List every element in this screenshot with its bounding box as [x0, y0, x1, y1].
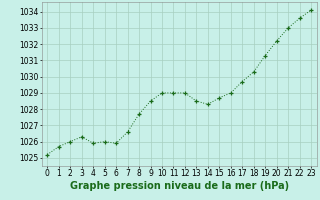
X-axis label: Graphe pression niveau de la mer (hPa): Graphe pression niveau de la mer (hPa)	[70, 181, 289, 191]
